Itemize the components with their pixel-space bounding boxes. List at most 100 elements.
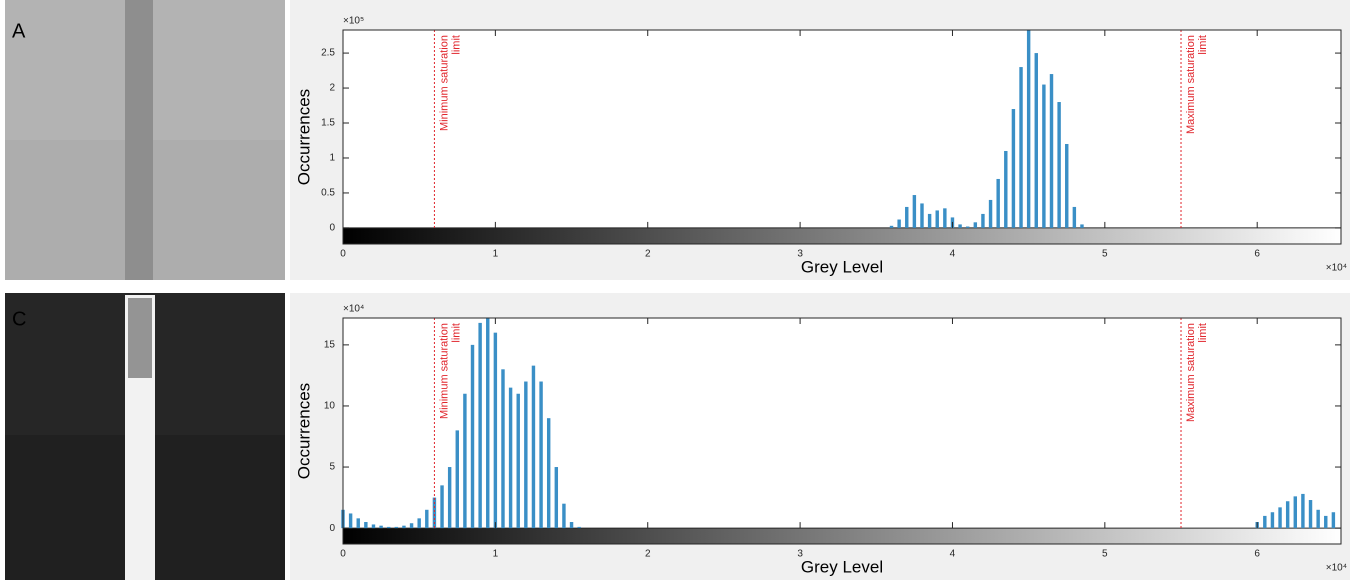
bar xyxy=(1324,516,1327,528)
annotation: limit xyxy=(1197,35,1209,55)
bar xyxy=(1080,224,1083,227)
bar xyxy=(509,388,512,528)
y-multiplier: ×10⁵ xyxy=(343,16,364,27)
x-tick-label: 5 xyxy=(1102,549,1108,560)
bar xyxy=(897,220,900,228)
bar xyxy=(410,523,413,528)
bar xyxy=(974,222,977,228)
y-axis-label: Occurrences xyxy=(294,89,313,185)
image-c xyxy=(5,293,285,580)
y-tick-label: 1 xyxy=(329,153,335,164)
bar xyxy=(1057,102,1060,228)
bar xyxy=(1271,512,1274,528)
x-tick-label: 2 xyxy=(645,249,651,260)
bar xyxy=(1050,74,1053,228)
bar xyxy=(402,526,405,528)
bar xyxy=(570,522,573,528)
colorbar xyxy=(343,228,1341,244)
bar xyxy=(456,430,459,528)
bar xyxy=(372,524,375,528)
y-tick-label: 10 xyxy=(324,401,336,412)
y-axis-label: Occurrences xyxy=(294,383,313,479)
bar xyxy=(1004,151,1007,228)
bar xyxy=(1332,512,1335,528)
bar xyxy=(928,214,931,228)
bar xyxy=(395,527,398,528)
y-tick-label: 15 xyxy=(324,340,336,351)
annotation: Maximum saturation xyxy=(1185,323,1197,422)
bar xyxy=(486,318,489,528)
colorbar xyxy=(343,528,1341,544)
annotation: limit xyxy=(1197,323,1209,343)
x-tick-label: 1 xyxy=(493,249,499,260)
x-axis-label: Grey Level xyxy=(801,257,883,276)
y-tick-label: 2.5 xyxy=(321,48,335,59)
bar xyxy=(387,527,390,528)
bar xyxy=(905,207,908,228)
bar xyxy=(532,366,535,528)
bar xyxy=(1301,494,1304,528)
bar xyxy=(440,485,443,528)
y-tick-label: 0 xyxy=(329,523,335,534)
bar xyxy=(966,227,969,228)
bar xyxy=(1027,30,1030,228)
bar xyxy=(996,179,999,228)
y-multiplier: ×10⁴ xyxy=(343,304,364,315)
bar xyxy=(494,333,497,528)
bar xyxy=(577,527,580,528)
annotation: Maximum saturation xyxy=(1185,35,1197,134)
x-multiplier: ×10⁴ xyxy=(1326,563,1347,574)
bar xyxy=(471,345,474,528)
panel-label: A xyxy=(12,20,26,42)
bar xyxy=(1042,85,1045,228)
annotation: limit xyxy=(450,323,462,343)
bar xyxy=(890,226,893,228)
x-tick-label: 6 xyxy=(1254,549,1260,560)
bar xyxy=(357,518,360,528)
bar xyxy=(539,382,542,529)
y-tick-label: 0 xyxy=(329,223,335,234)
x-tick-label: 4 xyxy=(950,549,956,560)
bar xyxy=(1294,496,1297,528)
bar xyxy=(1035,53,1038,228)
figure: A B C D Minimum saturationlimitMaximum s… xyxy=(0,0,1354,580)
y-tick-label: 1.5 xyxy=(321,118,335,129)
panel-label: C xyxy=(12,308,26,330)
bar xyxy=(555,467,558,528)
bar xyxy=(1309,500,1312,528)
bar xyxy=(463,394,466,528)
annotation: Minimum saturation xyxy=(438,323,450,419)
bar xyxy=(364,522,367,528)
bar xyxy=(943,208,946,228)
bar xyxy=(1073,207,1076,228)
bar xyxy=(478,323,481,528)
y-tick-label: 5 xyxy=(329,462,335,473)
bar xyxy=(1065,144,1068,228)
bar xyxy=(1316,510,1319,528)
x-tick-label: 0 xyxy=(340,549,346,560)
bar xyxy=(936,210,939,227)
bar xyxy=(501,369,504,528)
bar xyxy=(417,518,420,528)
bar xyxy=(920,203,923,227)
bar xyxy=(1019,67,1022,228)
bar xyxy=(524,382,527,529)
bar xyxy=(448,467,451,528)
x-tick-label: 5 xyxy=(1102,249,1108,260)
bar xyxy=(913,195,916,228)
bar xyxy=(1278,507,1281,528)
bar xyxy=(349,513,352,528)
bar xyxy=(1263,516,1266,528)
x-tick-label: 4 xyxy=(950,249,956,260)
bar xyxy=(379,526,382,528)
y-tick-label: 0.5 xyxy=(321,188,335,199)
bar xyxy=(425,510,428,528)
x-multiplier: ×10⁴ xyxy=(1326,263,1347,274)
bar xyxy=(562,504,565,528)
bar xyxy=(517,394,520,528)
x-tick-label: 0 xyxy=(340,249,346,260)
bar xyxy=(981,214,984,228)
y-tick-label: 2 xyxy=(329,83,335,94)
x-axis-label: Grey Level xyxy=(801,557,883,576)
x-tick-label: 6 xyxy=(1254,249,1260,260)
